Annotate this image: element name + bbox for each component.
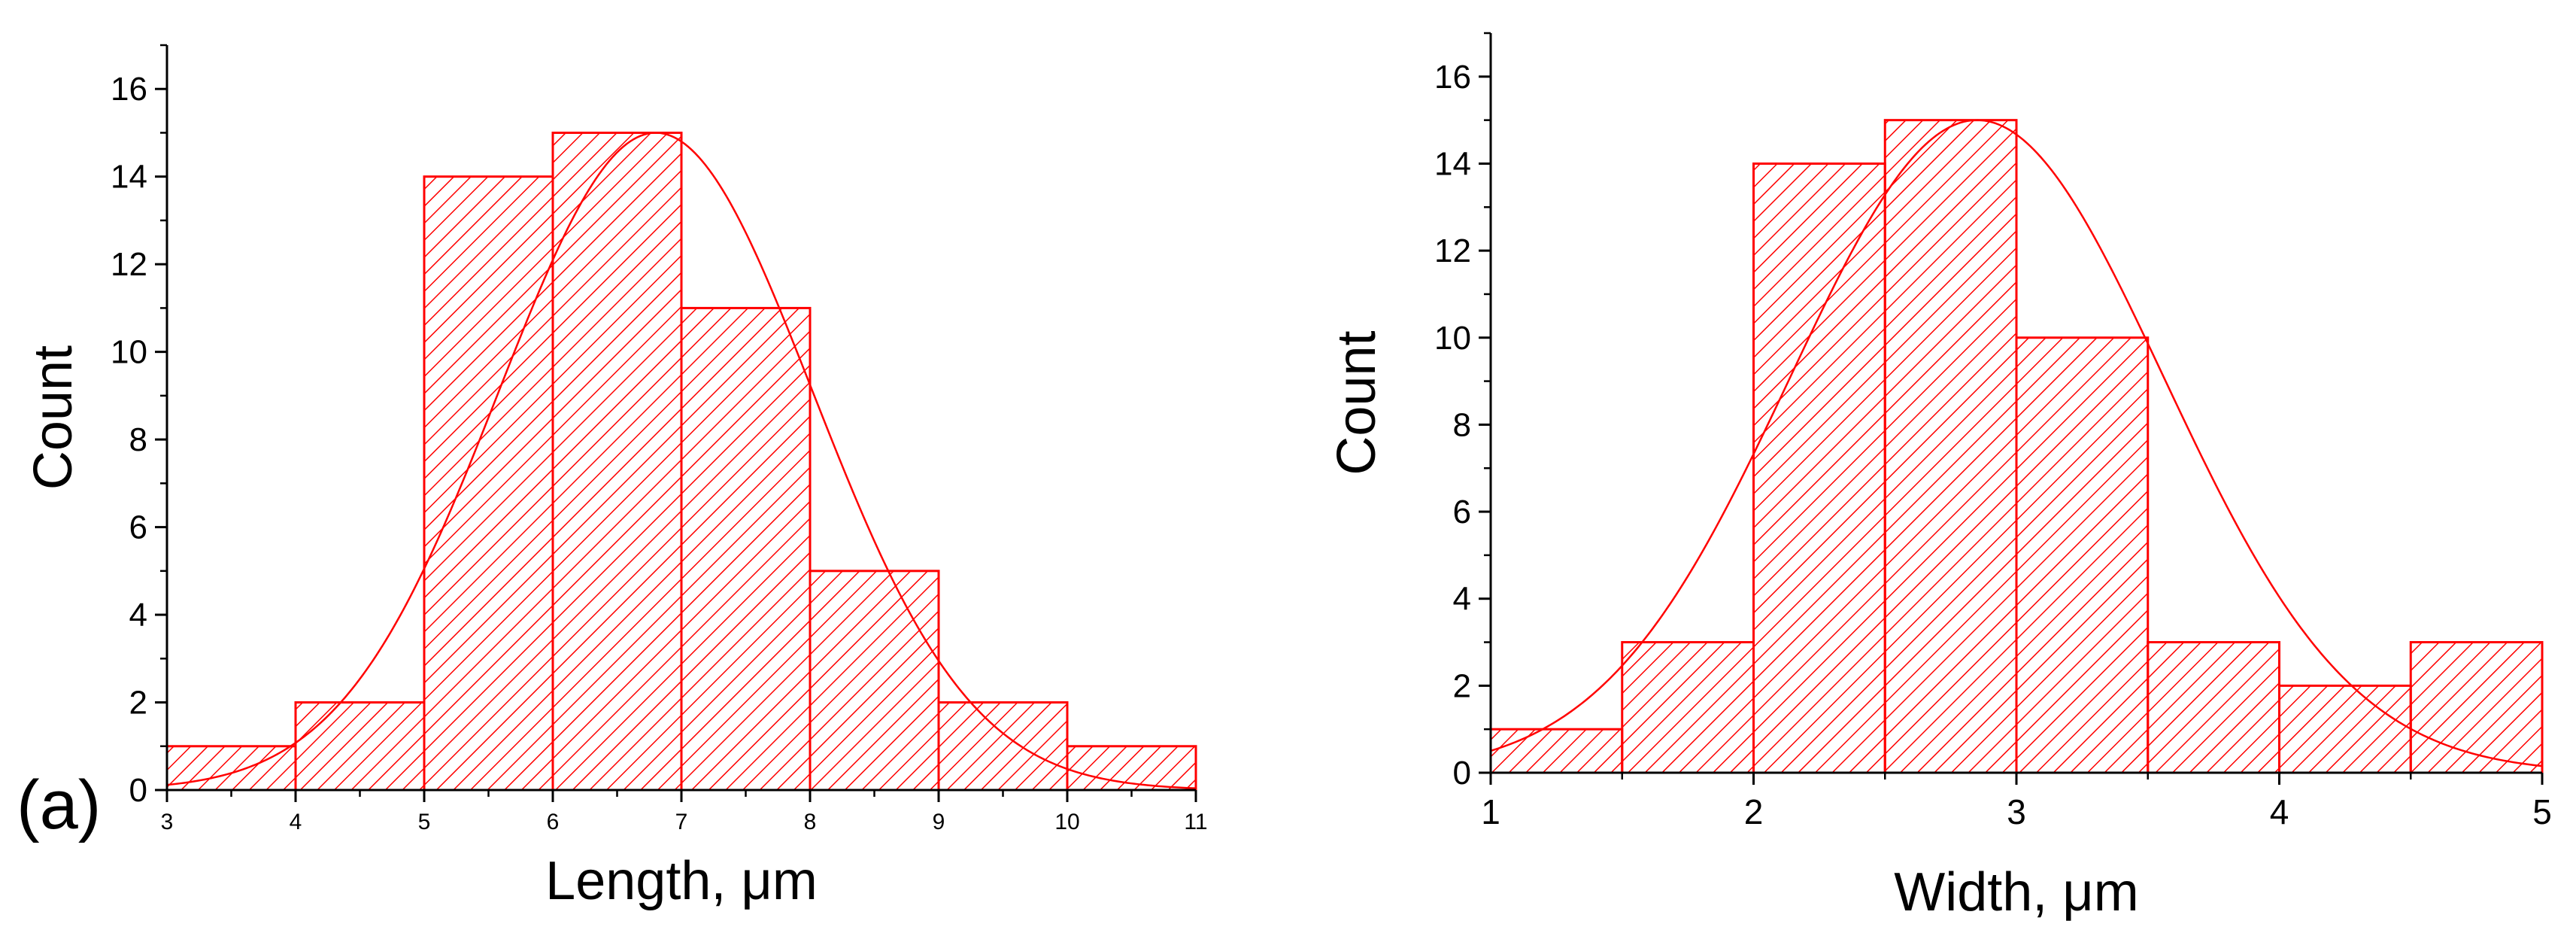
histogram-bar <box>423 175 554 792</box>
histogram-bar <box>1883 119 2018 774</box>
y-tick-label: 4 <box>129 597 147 634</box>
y-tick-label: 8 <box>1453 406 1471 443</box>
x-axis-title: Width, μm <box>1894 862 2139 922</box>
x-axis-title: Length, μm <box>545 851 818 911</box>
y-tick-label: 12 <box>111 246 147 283</box>
gaussian-fit-line <box>1490 119 2543 767</box>
x-tick-label: 10 <box>1054 810 1079 834</box>
histogram-bar <box>809 570 940 792</box>
x-tick-label: 11 <box>1184 810 1207 834</box>
histogram-bar <box>1489 728 1624 774</box>
y-tick-label: 0 <box>129 772 147 809</box>
x-tick-label: 2 <box>1744 792 1764 831</box>
histogram-bar <box>1621 641 1755 774</box>
x-tick-label: 5 <box>2532 792 2552 831</box>
y-tick-label: 2 <box>129 685 147 722</box>
y-tick-label: 16 <box>1434 59 1471 96</box>
panel-label: (a) <box>17 767 102 843</box>
x-tick-label: 6 <box>547 810 560 834</box>
y-axis-title: Count <box>23 345 83 490</box>
x-tick-label: 5 <box>418 810 431 834</box>
x-tick-label: 1 <box>1481 792 1500 831</box>
y-tick-label: 4 <box>1453 581 1471 618</box>
histogram-bar <box>551 131 683 792</box>
y-tick-label: 14 <box>1434 145 1471 182</box>
x-tick-label: 9 <box>933 810 945 834</box>
y-tick-label: 6 <box>1453 494 1471 530</box>
y-axis-title: Count <box>1327 330 1387 475</box>
histogram-bar <box>937 701 1069 792</box>
length-histogram-chart: 3 4 5 6 7 8 9 10 11 0 2 4 6 8 10 12 14 16 Length, μm Count <box>23 44 1208 911</box>
x-tick-label: 3 <box>161 810 174 834</box>
y-tick-label: 16 <box>111 71 147 108</box>
y-tick-label: 14 <box>111 159 147 196</box>
x-tick-label: 4 <box>2270 792 2289 831</box>
y-tick-label: 8 <box>129 421 147 458</box>
y-tick-label: 10 <box>111 334 147 371</box>
histogram-bar <box>2278 684 2412 774</box>
histogram-bar <box>2147 641 2280 774</box>
histogram-bar <box>680 306 812 792</box>
histogram-bar <box>2409 641 2544 774</box>
histogram-bar <box>1752 162 1886 774</box>
y-tick-label: 12 <box>1434 232 1471 269</box>
x-tick-label: 8 <box>804 810 817 834</box>
histogram-bar <box>2015 336 2150 774</box>
y-tick-label: 6 <box>129 509 147 546</box>
x-tick-label: 4 <box>290 810 302 834</box>
x-tick-label: 7 <box>675 810 688 834</box>
x-tick-label: 3 <box>2007 792 2026 831</box>
histogram-bar <box>294 701 426 792</box>
gaussian-fit-line <box>166 132 1197 789</box>
y-tick-label: 0 <box>1453 755 1471 792</box>
y-tick-label: 2 <box>1453 667 1471 704</box>
y-tick-label: 10 <box>1434 320 1471 357</box>
